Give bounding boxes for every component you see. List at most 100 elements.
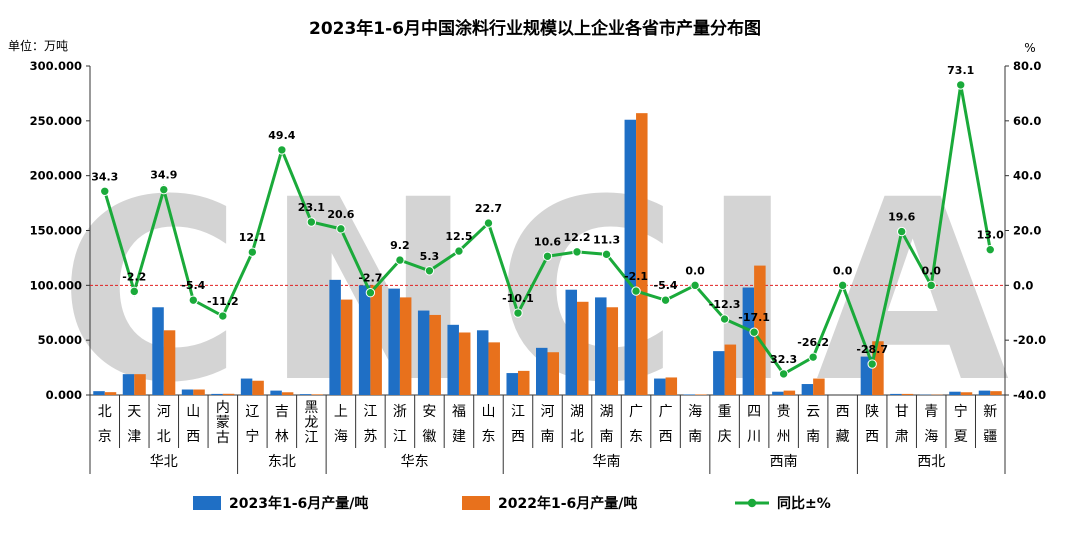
yoy-point [188,295,199,305]
category-label: 徽 [422,429,436,445]
yoy-point [956,80,966,90]
category-label: 建 [452,429,466,445]
yoy-data-label: 5.3 [420,250,440,263]
bar-2023 [624,119,637,395]
region-group-label: 东北 [268,454,296,470]
bar-2023 [447,324,459,395]
bar-2022 [901,393,914,395]
category-label: 河 [541,404,555,420]
yoy-data-label: -17.1 [738,311,770,324]
bar-2023 [122,374,135,395]
yoy-point [896,226,907,237]
yoy-data-label: 13.0 [977,229,1004,242]
category-label: 宁 [245,428,259,445]
category-label: 东 [629,429,643,445]
category-label: 四 [747,404,761,420]
bar-2022 [134,374,146,395]
yoy-data-label: -5.4 [181,279,205,292]
bar-2023 [181,389,194,395]
category-label: 藏 [836,429,850,445]
bar-2023 [565,289,578,395]
yoy-point [660,295,671,305]
category-label: 北 [98,404,112,420]
yoy-data-label: 9.2 [390,239,410,252]
left-tick-label: 300.000 [30,59,82,73]
yoy-point [542,251,553,261]
category-label: 南 [806,429,820,445]
yoy-point [336,224,346,234]
category-label: 江 [304,430,318,446]
category-label: 湖 [570,404,584,420]
yoy-data-label: -11.2 [207,295,239,308]
bar-2022 [252,380,264,395]
category-label: 浙 [393,404,407,420]
bar-2023 [211,393,223,395]
category-label: 海 [924,429,938,445]
yoy-point [926,280,936,291]
bar-2022 [340,299,353,395]
yoy-point [719,314,730,324]
category-label: 川 [747,429,761,445]
category-label: 南 [541,429,555,445]
category-label: 内 [216,400,230,416]
right-tick-label: 0.0 [1013,278,1033,292]
bar-2023 [270,390,282,395]
region-group-label: 西北 [917,454,945,470]
yoy-data-label: 20.6 [327,208,354,221]
legend: 2023年1-6月产量/吨 2022年1-6月产量/吨 同比±% [193,495,831,512]
yoy-data-label: -26.2 [797,336,829,349]
category-label: 山 [481,404,495,420]
category-label: 天 [127,404,141,420]
bar-2022 [724,344,737,395]
yoy-point [277,145,287,155]
category-label: 云 [806,404,820,420]
yoy-data-label: 0.0 [921,264,941,277]
yoy-point [808,352,818,362]
bar-2023 [801,384,814,395]
yoy-point [513,308,523,318]
yoy-data-label: 12.5 [445,230,472,243]
right-tick-label: 80.0 [1013,59,1041,73]
category-label: 龙 [304,415,318,431]
bar-2022 [636,113,648,395]
yoy-point [749,327,759,337]
bar-2022 [222,393,235,395]
right-tick-label: -20.0 [1013,333,1046,347]
bar-2023 [949,391,961,395]
left-tick-label: 0.000 [46,388,82,402]
bar-2023 [536,347,548,395]
yoy-data-label: 23.1 [298,201,325,214]
bar-2023 [329,279,341,395]
yoy-point [867,359,877,369]
category-label: 京 [98,429,112,445]
category-label: 庆 [718,429,732,445]
region-group-label: 华东 [401,454,429,470]
bar-2023 [152,307,164,395]
category-label: 古 [216,430,230,446]
bar-2022 [754,265,766,395]
yoy-data-label: 73.1 [947,64,974,77]
category-label: 西 [659,429,673,445]
category-label: 甘 [895,404,909,420]
bar-2022 [517,370,530,395]
category-label: 北 [570,429,584,445]
category-label: 南 [600,429,614,445]
bar-2022 [695,394,707,395]
yoy-data-label: 22.7 [475,202,502,215]
right-tick-label: 40.0 [1013,169,1041,183]
legend-swatch-2023 [193,496,221,510]
yoy-point [159,184,169,195]
yoy-point [601,249,612,260]
category-label: 福 [452,404,466,420]
category-label: 西 [865,429,879,445]
region-group-label: 西南 [770,454,798,470]
bar-2022 [429,314,441,395]
category-label: 海 [334,429,348,445]
bar-2022 [990,391,1002,395]
bar-2023 [978,390,991,395]
yoy-data-label: 12.1 [239,231,266,244]
yoy-data-label: 0.0 [685,264,705,277]
region-group-label: 华南 [593,454,621,470]
bar-2022 [281,392,294,395]
